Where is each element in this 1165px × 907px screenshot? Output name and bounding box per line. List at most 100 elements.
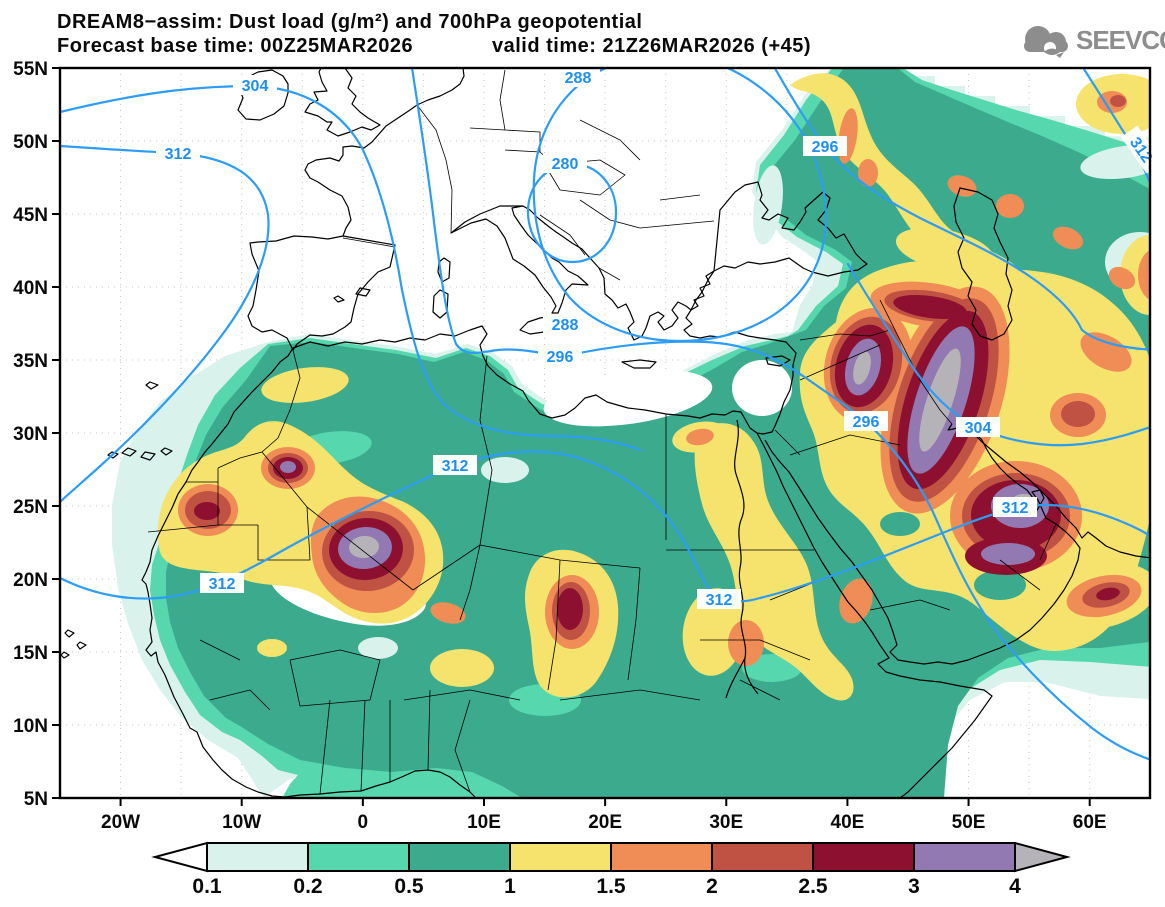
cloud-icon (1024, 26, 1068, 58)
dust-region-level-1.5 (430, 602, 466, 624)
coastline (160, 447, 173, 456)
legend-arrow-below (151, 841, 208, 873)
lon-tick-label: 20E (588, 812, 622, 833)
lat-tick-label: 55N (13, 59, 48, 80)
border-line (799, 299, 953, 425)
lon-tick-label: 20W (101, 812, 140, 833)
coastline (355, 287, 371, 297)
coastline (450, 205, 589, 314)
contour-label-value: 288 (552, 317, 579, 334)
contour-label: 304 (956, 417, 1000, 437)
geopotential-contour-288 (532, 68, 828, 343)
contour-label-chip (543, 314, 587, 334)
geopotential-contour-280 (526, 162, 618, 264)
border-line (544, 159, 626, 196)
legend-tick-label: 2.5 (798, 875, 828, 898)
border-line (539, 214, 621, 281)
dust-load-field (112, 68, 1165, 798)
lat-tick-label: 5N (24, 789, 48, 810)
contour-label: 312 (697, 589, 741, 609)
dust-region-level-1 (694, 423, 854, 701)
contour-label: 312 (200, 573, 244, 593)
legend-arrow-above (1014, 841, 1071, 873)
dust-region-level-1.5 (1138, 250, 1150, 300)
dust-region-level-0.5 (880, 512, 920, 536)
lat-tick-label: 15N (13, 643, 48, 664)
dust-region-level-1 (895, 227, 995, 273)
dust-region-level-1.5 (728, 620, 764, 666)
contour-label: 288 (543, 314, 587, 334)
lat-tick-label: 20N (13, 570, 48, 591)
contour-label: 296 (844, 411, 888, 431)
contour-label-value: 288 (565, 70, 592, 87)
coastline (107, 451, 119, 459)
border-line (459, 414, 814, 691)
coastline (64, 629, 75, 638)
legend-cell (408, 842, 511, 872)
border-line (289, 649, 431, 795)
contour-label-value: 304 (965, 420, 992, 437)
dust-region-level-2 (1110, 95, 1126, 107)
lon-tick-label: 30E (709, 812, 743, 833)
dust-region-level-2 (1061, 401, 1095, 427)
coastline (145, 381, 159, 390)
dust-region-level-1.5 (1108, 266, 1136, 290)
contour-label-value: 304 (242, 78, 269, 95)
lon-tick-label: 50E (952, 812, 986, 833)
dust-region-level-1 (430, 649, 494, 687)
coastline (621, 359, 657, 369)
coastline (76, 641, 87, 650)
dust-region-level-4 (349, 535, 379, 559)
dust-load-colorbar: 0.1 0.2 0.5 1 1.5 2 2.5 3 4 (151, 841, 1071, 898)
coastline (725, 657, 746, 699)
contour-label-chip (200, 573, 244, 593)
dust-region-level-0.5 (974, 570, 1026, 600)
contour-label-chip (156, 143, 200, 163)
dust-region-level-3 (280, 461, 296, 473)
contour-label-chip (556, 67, 600, 87)
legend-tick-label: 2 (706, 875, 718, 898)
dust-region-level-1.5 (858, 159, 878, 187)
contour-label-value: 312 (1002, 500, 1029, 517)
valid-time: valid time: 21Z26MAR2026 (+45) (492, 35, 811, 57)
contour-label: 312 (993, 497, 1037, 517)
coastline (957, 419, 1150, 559)
contour-label: 296 (803, 136, 847, 156)
coastline (304, 68, 465, 237)
contour-label: 280 (543, 153, 587, 173)
forecast-base-time: Forecast base time: 00Z25MAR2026 (57, 35, 413, 57)
contour-label-value: 312 (165, 146, 192, 163)
plot-title: DREAM8−assim: Dust load (g/m²) and 700hP… (57, 11, 642, 33)
contour-label-value: 312 (706, 592, 733, 609)
legend-tick-label: 1.5 (596, 875, 626, 898)
legend-tick-label: 0.5 (394, 875, 424, 898)
geopotential-contour-296 (410, 68, 1150, 761)
coastline (304, 68, 381, 137)
contour-label-chip (1121, 125, 1163, 174)
country-borders (147, 69, 1057, 795)
legend-tick-label: 4 (1009, 875, 1021, 898)
dust-region-level-1 (257, 639, 287, 657)
latitude-axis: 55N 50N 45N 40N 35N 30N 25N 20N 15N 10N 5N (13, 59, 60, 810)
border-line (218, 451, 414, 591)
contour-label-value: 296 (853, 414, 880, 431)
dust-region-level-0.1 (753, 165, 783, 245)
contour-label-chip (697, 589, 741, 609)
border-line (579, 119, 715, 229)
coastline (756, 432, 993, 798)
coastline (765, 355, 791, 367)
dust-region-level-w (732, 360, 792, 416)
lat-tick-label: 30N (13, 424, 48, 445)
dust-region-level-1.5 (839, 578, 873, 624)
dust-region-level-2 (1150, 258, 1165, 288)
contour-label-chip (993, 497, 1037, 517)
border-line (774, 429, 1057, 611)
border-line (454, 575, 831, 793)
coastline (953, 187, 1013, 341)
legend-cell (711, 842, 814, 872)
dust-region-level-2.5 (1096, 587, 1120, 601)
lat-tick-label: 40N (13, 278, 48, 299)
dust-region-level-3 (981, 543, 1035, 565)
